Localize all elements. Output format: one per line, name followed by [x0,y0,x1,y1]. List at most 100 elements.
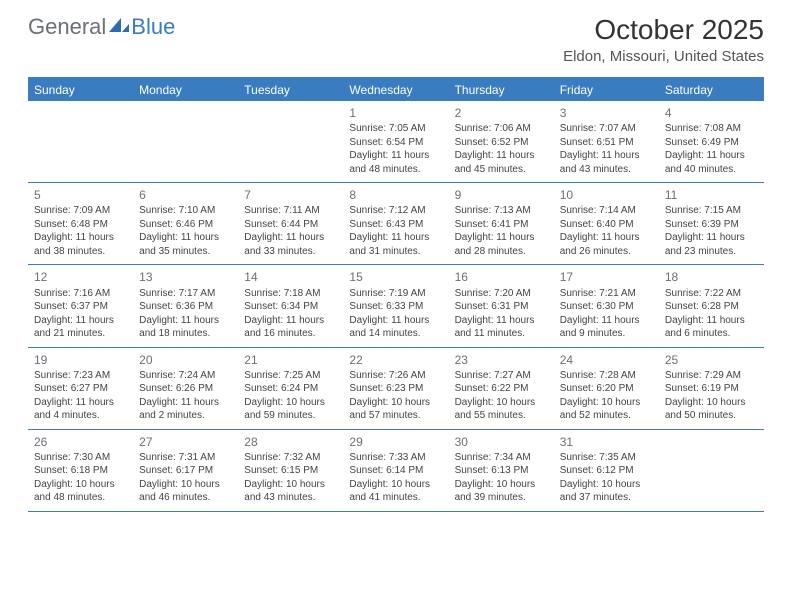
daylight-text: and 18 minutes. [139,327,232,341]
day-cell: 20Sunrise: 7:24 AMSunset: 6:26 PMDayligh… [133,348,238,429]
daylight-text: and 31 minutes. [349,245,442,259]
day-header-monday: Monday [133,79,238,101]
sunset-text: Sunset: 6:18 PM [34,464,127,478]
day-cell: 27Sunrise: 7:31 AMSunset: 6:17 PMDayligh… [133,430,238,511]
daylight-text: Daylight: 11 hours [560,231,653,245]
sunset-text: Sunset: 6:13 PM [455,464,548,478]
daylight-text: and 9 minutes. [560,327,653,341]
daylight-text: Daylight: 11 hours [665,314,758,328]
day-cell: 22Sunrise: 7:26 AMSunset: 6:23 PMDayligh… [343,348,448,429]
week-row: 26Sunrise: 7:30 AMSunset: 6:18 PMDayligh… [28,430,764,512]
sunrise-text: Sunrise: 7:09 AM [34,204,127,218]
day-cell: 23Sunrise: 7:27 AMSunset: 6:22 PMDayligh… [449,348,554,429]
day-number: 28 [244,434,337,450]
daylight-text: Daylight: 10 hours [244,396,337,410]
day-cell: 16Sunrise: 7:20 AMSunset: 6:31 PMDayligh… [449,265,554,346]
sunrise-text: Sunrise: 7:24 AM [139,369,232,383]
sunrise-text: Sunrise: 7:26 AM [349,369,442,383]
daylight-text: and 43 minutes. [560,163,653,177]
sunset-text: Sunset: 6:37 PM [34,300,127,314]
sunset-text: Sunset: 6:15 PM [244,464,337,478]
sunset-text: Sunset: 6:14 PM [349,464,442,478]
sunset-text: Sunset: 6:31 PM [455,300,548,314]
title-block: October 2025 Eldon, Missouri, United Sta… [563,14,764,65]
daylight-text: and 50 minutes. [665,409,758,423]
sunset-text: Sunset: 6:12 PM [560,464,653,478]
sunset-text: Sunset: 6:54 PM [349,136,442,150]
day-cell: 10Sunrise: 7:14 AMSunset: 6:40 PMDayligh… [554,183,659,264]
daylight-text: and 23 minutes. [665,245,758,259]
sunset-text: Sunset: 6:19 PM [665,382,758,396]
week-row: 19Sunrise: 7:23 AMSunset: 6:27 PMDayligh… [28,348,764,430]
daylight-text: and 52 minutes. [560,409,653,423]
sunset-text: Sunset: 6:43 PM [349,218,442,232]
daylight-text: and 57 minutes. [349,409,442,423]
week-row: 5Sunrise: 7:09 AMSunset: 6:48 PM Daylight… [28,183,764,265]
daylight-text: Daylight: 10 hours [455,396,548,410]
daylight-text: Daylight: 10 hours [244,478,337,492]
day-cell: 5Sunrise: 7:09 AMSunset: 6:48 PMDaylight… [28,183,133,264]
sunrise-text: Sunrise: 7:10 AM [139,204,232,218]
day-number: 5 [34,187,127,203]
day-number: 10 [560,187,653,203]
daylight-text: and 16 minutes. [244,327,337,341]
daylight-text: and 4 minutes. [34,409,127,423]
empty-cell [133,101,238,182]
sunset-text: Sunset: 6:48 PM [34,218,127,232]
daylight-text: Daylight: 11 hours [455,149,548,163]
daylight-text: Daylight: 11 hours [34,396,127,410]
daylight-text: and 48 minutes. [349,163,442,177]
daylight-text: Daylight: 11 hours [34,314,127,328]
day-number: 19 [34,352,127,368]
day-cell: 19Sunrise: 7:23 AMSunset: 6:27 PMDayligh… [28,348,133,429]
day-number: 9 [455,187,548,203]
day-number: 18 [665,269,758,285]
sunset-text: Sunset: 6:20 PM [560,382,653,396]
sunset-text: Sunset: 6:22 PM [455,382,548,396]
daylight-text: Daylight: 11 hours [349,231,442,245]
daylight-text: Daylight: 10 hours [665,396,758,410]
logo: General Blue [28,14,175,40]
day-cell: 29Sunrise: 7:33 AMSunset: 6:14 PMDayligh… [343,430,448,511]
sunrise-text: Sunrise: 7:25 AM [244,369,337,383]
sunrise-text: Sunrise: 7:12 AM [349,204,442,218]
sunrise-text: Sunrise: 7:18 AM [244,287,337,301]
day-cell: 3Sunrise: 7:07 AMSunset: 6:51 PMDaylight… [554,101,659,182]
sunrise-text: Sunrise: 7:05 AM [349,122,442,136]
day-cell: 4Sunrise: 7:08 AMSunset: 6:49 PMDaylight… [659,101,764,182]
daylight-text: and 46 minutes. [139,491,232,505]
day-header-sunday: Sunday [28,79,133,101]
day-cell: 11Sunrise: 7:15 AMSunset: 6:39 PMDayligh… [659,183,764,264]
week-row: 1Sunrise: 7:05 AMSunset: 6:54 PMDaylight… [28,101,764,183]
daylight-text: and 55 minutes. [455,409,548,423]
daylight-text: Daylight: 11 hours [560,314,653,328]
day-cell: 6Sunrise: 7:10 AMSunset: 6:46 PMDaylight… [133,183,238,264]
day-cell: 13Sunrise: 7:17 AMSunset: 6:36 PMDayligh… [133,265,238,346]
day-number: 8 [349,187,442,203]
day-cell: 14Sunrise: 7:18 AMSunset: 6:34 PMDayligh… [238,265,343,346]
day-number: 17 [560,269,653,285]
day-header-wednesday: Wednesday [343,79,448,101]
sunrise-text: Sunrise: 7:31 AM [139,451,232,465]
calendar: SundayMondayTuesdayWednesdayThursdayFrid… [28,77,764,512]
sunrise-text: Sunrise: 7:23 AM [34,369,127,383]
daylight-text: and 38 minutes. [34,245,127,259]
sunrise-text: Sunrise: 7:11 AM [244,204,337,218]
daylight-text: Daylight: 11 hours [349,149,442,163]
daylight-text: Daylight: 11 hours [665,231,758,245]
sunset-text: Sunset: 6:30 PM [560,300,653,314]
day-cell: 18Sunrise: 7:22 AMSunset: 6:28 PMDayligh… [659,265,764,346]
sunset-text: Sunset: 6:27 PM [34,382,127,396]
sunrise-text: Sunrise: 7:16 AM [34,287,127,301]
day-number: 30 [455,434,548,450]
sunrise-text: Sunrise: 7:32 AM [244,451,337,465]
day-number: 31 [560,434,653,450]
day-header-friday: Friday [554,79,659,101]
location: Eldon, Missouri, United States [563,48,764,65]
daylight-text: Daylight: 10 hours [349,396,442,410]
daylight-text: Daylight: 10 hours [560,396,653,410]
day-number: 20 [139,352,232,368]
sunrise-text: Sunrise: 7:15 AM [665,204,758,218]
sunset-text: Sunset: 6:24 PM [244,382,337,396]
sunrise-text: Sunrise: 7:20 AM [455,287,548,301]
